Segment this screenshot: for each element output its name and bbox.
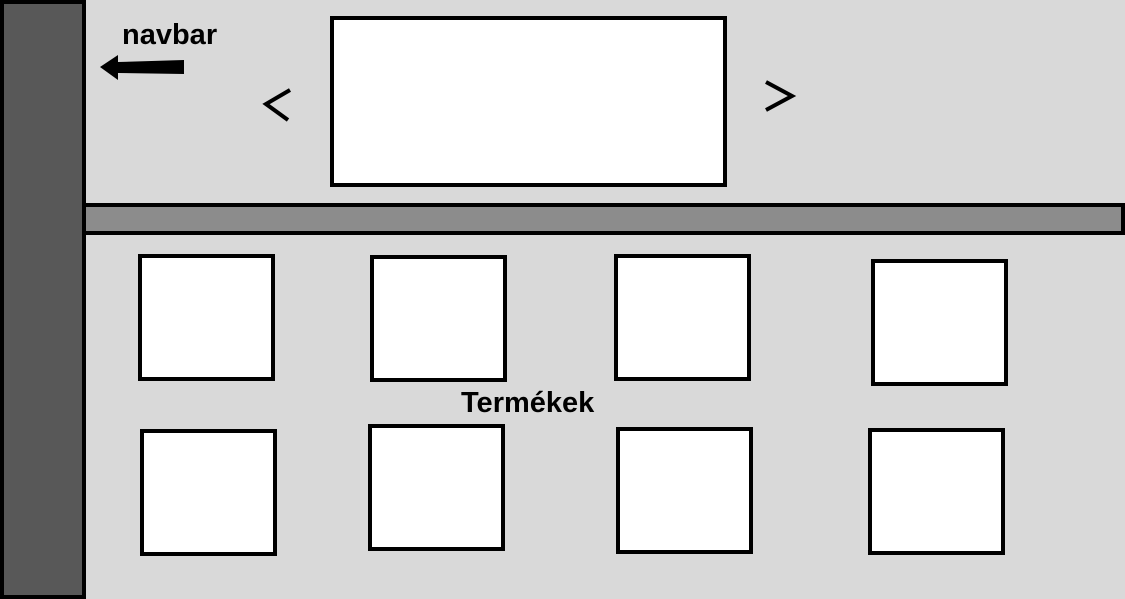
carousel-prev-icon[interactable] [260,86,296,126]
carousel-next-icon[interactable] [760,78,800,118]
products-label: Termékek [461,387,595,419]
sidebar-navbar [0,0,86,599]
carousel-banner[interactable] [330,16,727,187]
product-tile[interactable] [616,427,753,554]
product-tile[interactable] [140,429,277,556]
divider-bar [82,203,1125,235]
navbar-label: navbar [122,19,218,51]
product-tile[interactable] [138,254,275,381]
arrow-left-icon [100,55,184,80]
product-tile[interactable] [614,254,751,381]
product-tile[interactable] [370,255,507,382]
product-tile[interactable] [868,428,1005,555]
product-tile[interactable] [871,259,1008,386]
product-tile[interactable] [368,424,505,551]
